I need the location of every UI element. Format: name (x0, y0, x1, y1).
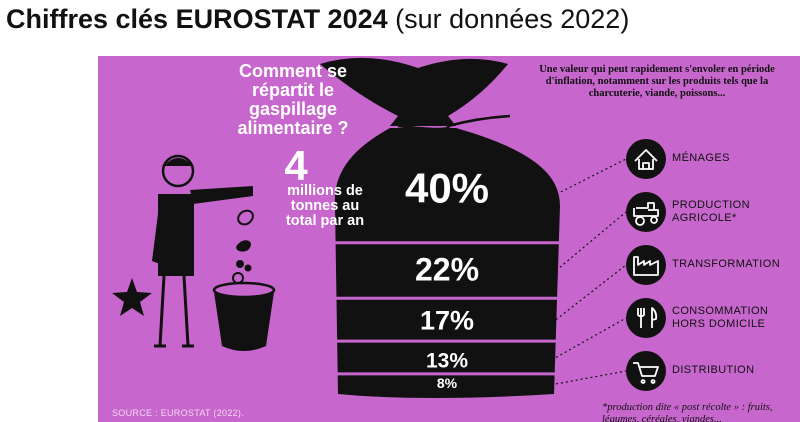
total-text: millions de tonnes au total par an (285, 183, 365, 229)
infographic-art: 40% 22% 17% 13% 8% (112, 57, 666, 398)
category-label: TRANSFORMATION (672, 258, 781, 270)
category-label: PRODUCTION AGRICOLE* (672, 199, 750, 224)
person-illustration (152, 154, 253, 348)
category-icon-circle (626, 298, 666, 338)
source-text: SOURCE : EUROSTAT (2022). (112, 408, 245, 418)
house-icon (634, 149, 658, 170)
bag-value-label: 8% (437, 375, 458, 391)
category-connector (551, 158, 627, 197)
total-value: 4 (284, 142, 308, 189)
category-label: CONSOMMATION HORS DOMICILE (672, 305, 769, 330)
star-icon (112, 278, 152, 316)
category-connector (555, 317, 627, 358)
category-connector (555, 264, 627, 321)
bag-shape: 40% 22% 17% 13% 8% (320, 57, 562, 398)
infographic-panel: 40% 22% 17% 13% 8% Comment se répartit le ga… (98, 56, 800, 422)
category-icon-circle (626, 245, 666, 285)
category-label: MÉNAGES (672, 152, 730, 164)
cart-icon (633, 362, 659, 384)
question-text: Comment se répartit le gaspillage alimen… (237, 61, 349, 138)
page-title: Chiffres clés EUROSTAT 2024 (sur données… (6, 2, 629, 36)
category-icon-circle (626, 192, 666, 232)
footnote: *production dite « post récolte » : frui… (602, 402, 773, 422)
title-sub: (sur données 2022) (395, 4, 630, 34)
factory-icon (633, 256, 659, 276)
cutlery-icon (637, 307, 658, 328)
tractor-icon (633, 202, 659, 226)
bag-value-label: 40% (405, 164, 489, 211)
inflation-note: Une valeur qui peut rapidement s'envoler… (539, 64, 775, 99)
falling-food-icon (232, 209, 254, 284)
category-label: DISTRIBUTION (672, 364, 755, 376)
bag-value-label: 17% (420, 306, 474, 336)
category-icon-circle (626, 139, 666, 179)
category-connector (555, 370, 627, 385)
bag-value-label: 13% (426, 349, 468, 372)
bag-value-label: 22% (415, 252, 479, 288)
trash-bin-icon (212, 281, 276, 351)
category-connector (555, 211, 627, 271)
category-icon-circle (626, 351, 666, 391)
title-main: Chiffres clés EUROSTAT 2024 (6, 4, 388, 34)
